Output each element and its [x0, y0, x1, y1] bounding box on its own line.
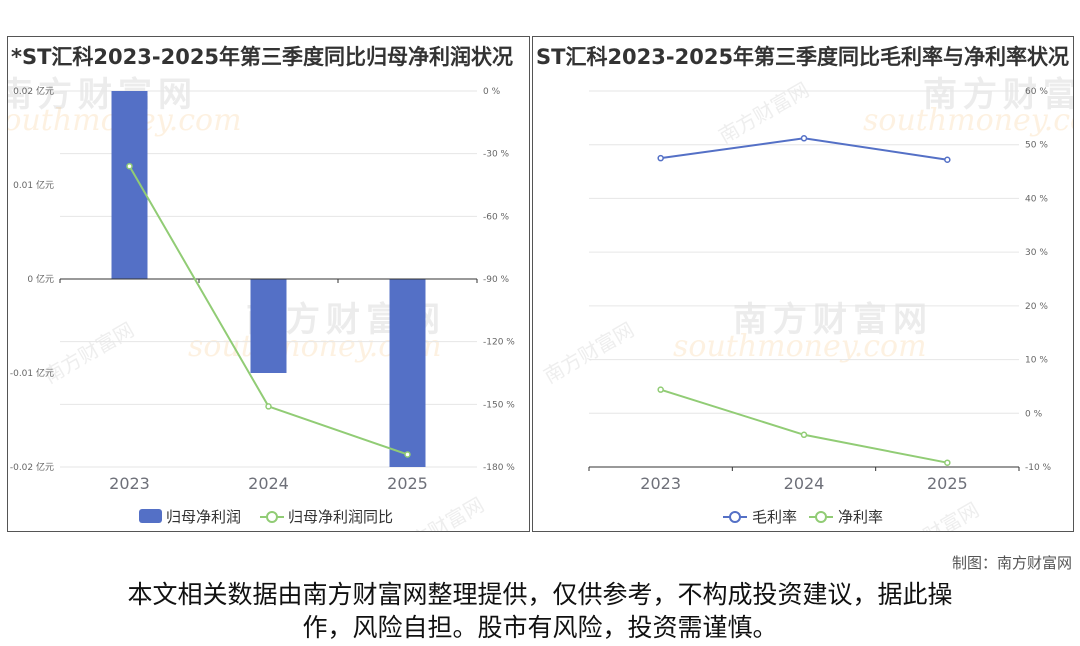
chart-title: *ST汇科2023-2025年第三季度同比归母净利润状况: [11, 45, 514, 69]
chart-title: ST汇科2023-2025年第三季度同比毛利率与净利率状况: [536, 45, 1070, 69]
legend-label: 毛利率: [752, 508, 797, 526]
x-tick-label: 2023: [640, 474, 681, 493]
x-tick-label: 2025: [927, 474, 968, 493]
line-point: [657, 154, 664, 162]
bar: [111, 91, 148, 279]
line-point: [800, 431, 808, 439]
bar: [389, 279, 426, 467]
y-right-tick-label: -150 %: [483, 400, 515, 410]
bar: [250, 279, 287, 373]
legend-swatch-marker: [815, 511, 827, 523]
y-left-tick-label: 0.02 亿元: [13, 85, 54, 97]
line-series-net-margin: [660, 388, 948, 464]
y-right-tick-label: 30 %: [1025, 248, 1048, 258]
line-point: [265, 403, 272, 410]
legend-swatch-bar: [139, 509, 162, 523]
y-right-tick-label: 60 %: [1025, 87, 1048, 97]
y-right-tick-label: 20 %: [1025, 302, 1048, 312]
y-right-tick-label: -10 %: [1025, 463, 1052, 473]
legend-label: 归母净利润: [166, 508, 241, 526]
y-left-tick-label: 0 亿元: [27, 273, 54, 285]
x-tick-label: 2024: [784, 474, 825, 493]
disclaimer: 本文相关数据由南方财富网整理提供，仅供参考，不构成投资建议，据此操 作，风险自担…: [60, 578, 1020, 644]
y-right-tick-label: 50 %: [1025, 141, 1048, 151]
net-profit-chart: 0.02 亿元 0.01 亿元 0 亿元 -0.01 亿元 -0.02 亿元 0 % -30…: [10, 85, 515, 526]
y-left-tick-label: 0.01 亿元: [13, 179, 54, 191]
chart-credit: 制图：南方财富网: [951, 554, 1072, 572]
legend-label: 净利率: [838, 508, 883, 526]
y-right-tick-label: 10 %: [1025, 356, 1048, 366]
y-right-tick-label: -180 %: [483, 463, 515, 473]
y-right-tick-label: 0 %: [1025, 409, 1043, 419]
y-right-tick-label: -120 %: [483, 338, 515, 348]
chart-panel-net-profit: 南方财富网 southmoney.com 南方财富网 southmoney.co…: [7, 36, 530, 532]
margin-chart: 60 % 50 % 40 % 30 % 20 % 10 % 0 % -10 % 2023 2024…: [588, 87, 1052, 526]
y-right-tick-label: 40 %: [1025, 194, 1048, 204]
x-tick-label: 2023: [109, 474, 150, 493]
x-tick-label: 2025: [387, 474, 428, 493]
y-left-tick-label: -0.01 亿元: [10, 367, 54, 379]
y-right-tick-label: -30 %: [483, 150, 510, 160]
disclaimer-line-2: 作，风险自担。股市有风险，投资需谨慎。: [302, 613, 778, 642]
line-point: [944, 156, 951, 164]
line-point: [800, 135, 808, 142]
line-point: [944, 459, 951, 466]
y-right-tick-label: 0 %: [483, 87, 501, 97]
disclaimer-line-1: 本文相关数据由南方财富网整理提供，仅供参考，不构成投资建议，据此操: [127, 580, 953, 609]
line-point: [404, 451, 411, 458]
y-right-tick-label: -90 %: [483, 275, 510, 285]
legend-swatch-marker: [729, 511, 741, 523]
legend-label: 归母净利润同比: [288, 508, 393, 526]
x-tick-label: 2024: [248, 474, 289, 493]
line-point: [126, 162, 133, 170]
legend-swatch-marker: [266, 511, 278, 523]
chart-panel-margins: 南方财富网 southmoney.com 南方财富网 southmoney.co…: [532, 36, 1074, 532]
line-point: [657, 386, 664, 393]
y-left-tick-label: -0.02 亿元: [10, 461, 54, 473]
y-right-tick-label: -60 %: [483, 212, 510, 222]
